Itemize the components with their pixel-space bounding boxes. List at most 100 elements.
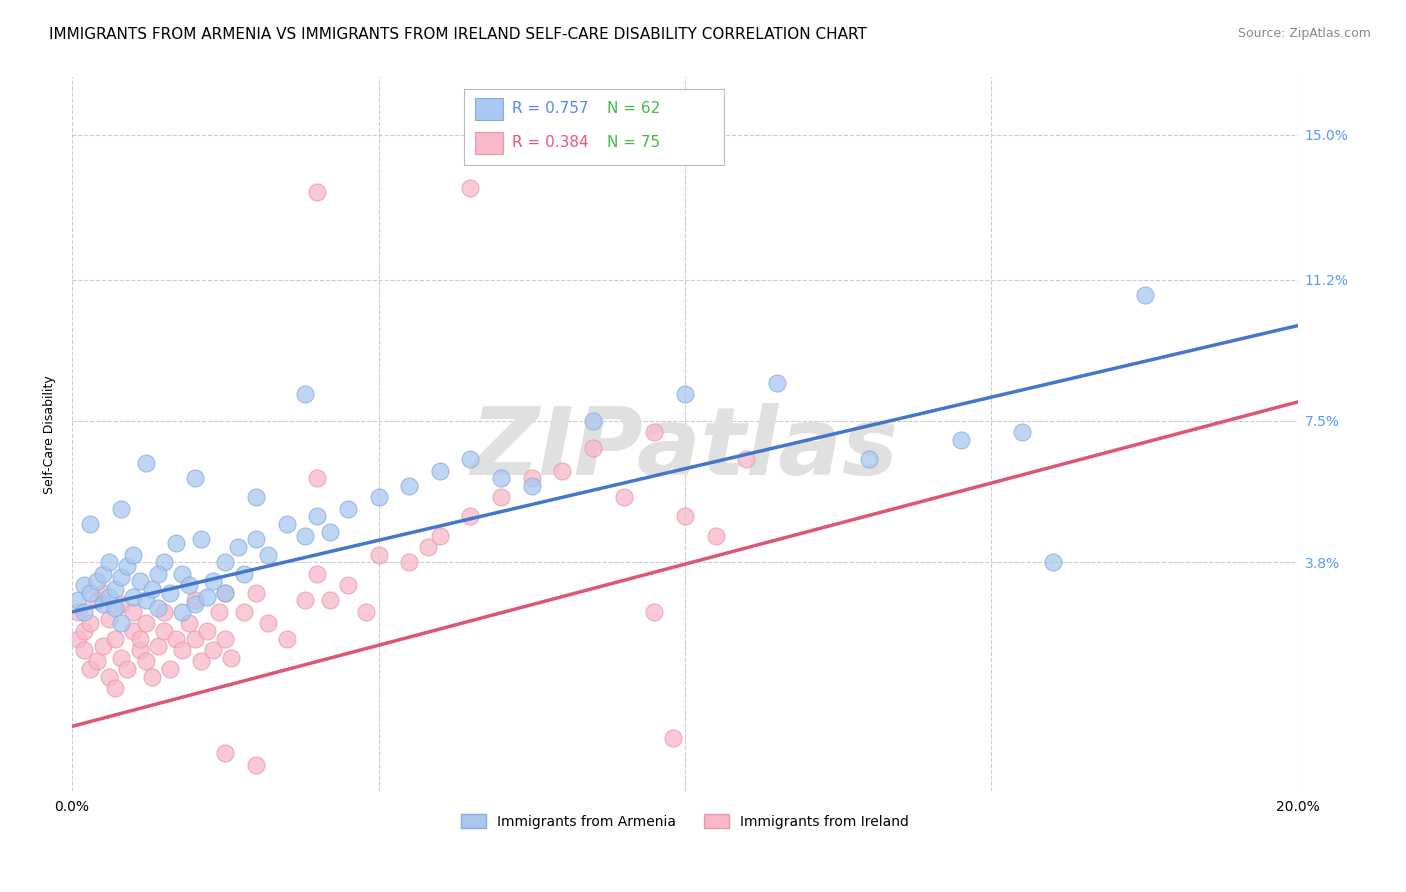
- Point: [643, 425, 665, 440]
- Point: [110, 501, 132, 516]
- Point: [79, 586, 101, 600]
- Point: [214, 586, 236, 600]
- Point: [104, 681, 127, 696]
- Point: [117, 662, 139, 676]
- Point: [153, 555, 176, 569]
- Point: [307, 509, 329, 524]
- Point: [110, 650, 132, 665]
- Text: IMMIGRANTS FROM ARMENIA VS IMMIGRANTS FROM IRELAND SELF-CARE DISABILITY CORRELAT: IMMIGRANTS FROM ARMENIA VS IMMIGRANTS FR…: [49, 27, 868, 42]
- Point: [245, 533, 267, 547]
- Point: [1042, 555, 1064, 569]
- Point: [122, 548, 145, 562]
- Point: [520, 471, 543, 485]
- Point: [97, 670, 120, 684]
- Point: [294, 387, 316, 401]
- Point: [183, 632, 205, 646]
- Point: [146, 601, 169, 615]
- Point: [159, 586, 181, 600]
- Point: [91, 639, 114, 653]
- Point: [858, 452, 880, 467]
- Point: [183, 597, 205, 611]
- Point: [208, 605, 231, 619]
- Point: [582, 414, 605, 428]
- Point: [97, 612, 120, 626]
- Point: [97, 555, 120, 569]
- Point: [307, 566, 329, 581]
- Point: [214, 555, 236, 569]
- Point: [214, 586, 236, 600]
- Point: [91, 597, 114, 611]
- Point: [202, 574, 225, 589]
- Point: [398, 479, 420, 493]
- Point: [183, 593, 205, 607]
- Point: [294, 593, 316, 607]
- Point: [177, 578, 200, 592]
- Point: [153, 624, 176, 638]
- Point: [429, 464, 451, 478]
- Point: [232, 605, 254, 619]
- Point: [141, 670, 163, 684]
- Point: [307, 471, 329, 485]
- Point: [460, 452, 482, 467]
- Point: [318, 524, 340, 539]
- Point: [336, 501, 359, 516]
- Point: [122, 590, 145, 604]
- Point: [704, 528, 727, 542]
- Point: [226, 540, 249, 554]
- Point: [489, 471, 512, 485]
- Point: [128, 574, 150, 589]
- Point: [232, 566, 254, 581]
- Point: [214, 746, 236, 760]
- Point: [245, 757, 267, 772]
- Point: [613, 491, 636, 505]
- Point: [367, 548, 389, 562]
- Point: [202, 643, 225, 657]
- Point: [190, 655, 212, 669]
- Point: [460, 181, 482, 195]
- Point: [398, 555, 420, 569]
- Point: [367, 491, 389, 505]
- Point: [416, 540, 439, 554]
- Point: [673, 387, 696, 401]
- Point: [1011, 425, 1033, 440]
- Point: [582, 441, 605, 455]
- Point: [214, 632, 236, 646]
- Point: [67, 605, 90, 619]
- Y-axis label: Self-Care Disability: Self-Care Disability: [44, 375, 56, 494]
- Point: [128, 632, 150, 646]
- Point: [429, 528, 451, 542]
- Point: [135, 655, 157, 669]
- Point: [949, 433, 972, 447]
- Point: [146, 566, 169, 581]
- Point: [73, 578, 96, 592]
- Point: [276, 517, 298, 532]
- Point: [190, 533, 212, 547]
- Point: [159, 662, 181, 676]
- Point: [86, 655, 108, 669]
- Point: [128, 643, 150, 657]
- Point: [735, 452, 758, 467]
- Point: [294, 528, 316, 542]
- Text: R = 0.757: R = 0.757: [512, 102, 588, 116]
- Point: [86, 593, 108, 607]
- Point: [104, 601, 127, 615]
- Point: [104, 582, 127, 596]
- Text: N = 62: N = 62: [607, 102, 661, 116]
- Point: [73, 605, 96, 619]
- Point: [135, 616, 157, 631]
- Text: ZIPatlas: ZIPatlas: [471, 402, 898, 495]
- Point: [356, 605, 378, 619]
- Point: [165, 536, 187, 550]
- Point: [172, 605, 194, 619]
- Point: [104, 632, 127, 646]
- Point: [122, 624, 145, 638]
- Point: [520, 479, 543, 493]
- Point: [135, 456, 157, 470]
- Point: [79, 616, 101, 631]
- Point: [141, 582, 163, 596]
- Legend: Immigrants from Armenia, Immigrants from Ireland: Immigrants from Armenia, Immigrants from…: [456, 808, 914, 834]
- Point: [146, 639, 169, 653]
- Point: [97, 590, 120, 604]
- Point: [336, 578, 359, 592]
- Point: [86, 574, 108, 589]
